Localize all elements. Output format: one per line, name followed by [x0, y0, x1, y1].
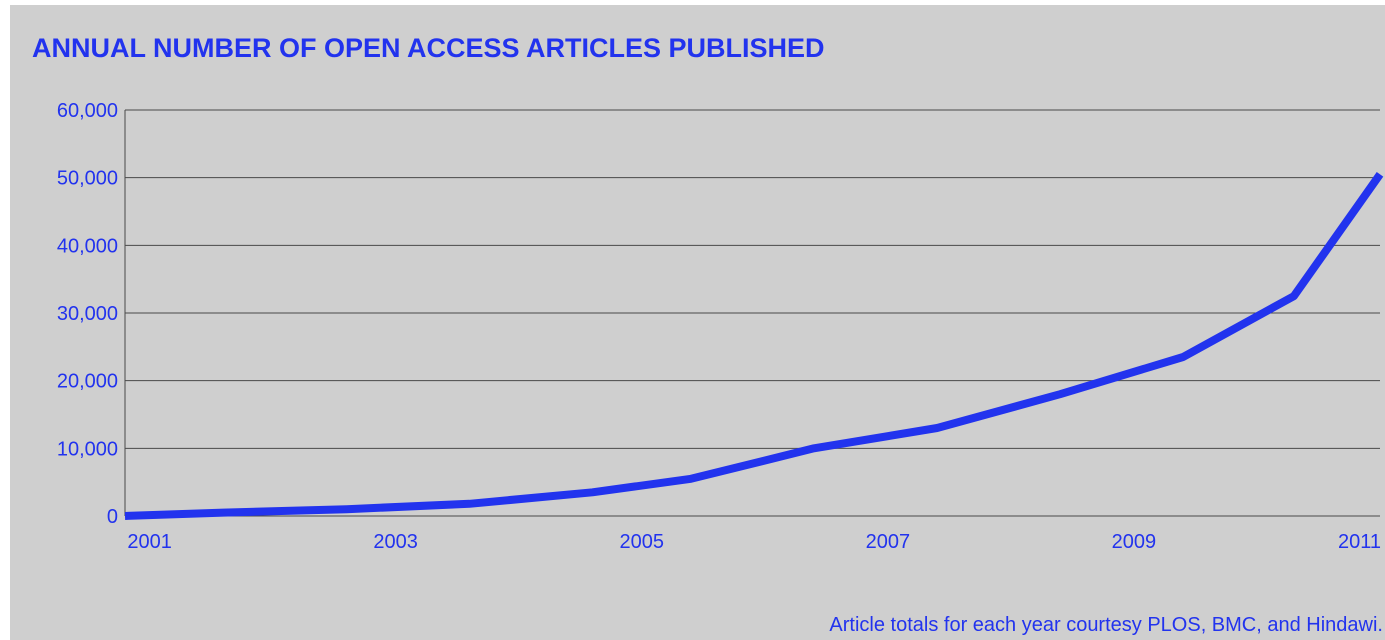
- y-tick-label-5: 50,000: [57, 168, 118, 190]
- x-axis-ticks: 2001 2003 2005 2007 2009 2011: [127, 531, 1381, 553]
- x-tick-label-3: 2007: [866, 531, 911, 553]
- chart-title: ANNUAL NUMBER OF OPEN ACCESS ARTICLES PU…: [32, 33, 825, 63]
- series-lines: [124, 171, 1384, 520]
- y-tick-label-6: 60,000: [57, 100, 118, 122]
- source-annotation: Article totals for each year courtesy PL…: [829, 614, 1383, 636]
- chart-svg: ANNUAL NUMBER OF OPEN ACCESS ARTICLES PU…: [32, 33, 1384, 636]
- y-tick-label-4: 40,000: [57, 235, 118, 257]
- gridlines: [124, 109, 1380, 517]
- chart-panel: ANNUAL NUMBER OF OPEN ACCESS ARTICLES PU…: [10, 5, 1385, 640]
- series-line-0: [124, 171, 1384, 520]
- x-tick-label-5: 2011: [1338, 531, 1381, 553]
- y-tick-label-2: 20,000: [57, 371, 118, 393]
- y-tick-label-1: 10,000: [57, 438, 118, 460]
- x-tick-label-0: 2001: [127, 531, 172, 553]
- y-tick-label-0: 0: [107, 506, 118, 528]
- x-tick-label-2: 2005: [620, 531, 665, 553]
- x-tick-label-1: 2003: [373, 531, 418, 553]
- y-axis-ticks: 0 10,000 20,000 30,000 40,000 50,000 60,000: [57, 100, 118, 528]
- x-tick-label-4: 2009: [1112, 531, 1157, 553]
- y-tick-label-3: 30,000: [57, 303, 118, 325]
